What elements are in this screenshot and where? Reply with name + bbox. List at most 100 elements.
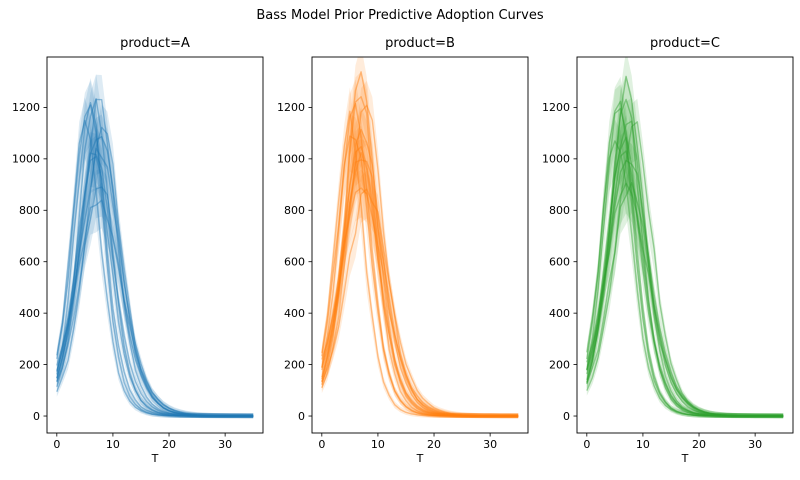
- y-tick-label: 1000: [12, 153, 40, 166]
- y-tick-label: 1200: [12, 101, 40, 114]
- prior-draw-line: [586, 75, 784, 417]
- panel-b-curves: [321, 57, 519, 419]
- y-tick-label: 200: [19, 358, 40, 371]
- axes-frame: [46, 56, 264, 434]
- axes-frame: [311, 56, 529, 434]
- prior-draw-band: [586, 129, 784, 419]
- y-tick-label: 1000: [542, 153, 570, 166]
- prior-draw-line: [321, 96, 519, 417]
- prior-draw-band: [321, 57, 519, 419]
- prior-draw-line: [586, 100, 784, 417]
- prior-draw-band: [586, 115, 784, 419]
- y-tick-label: 600: [19, 256, 40, 269]
- y-tick-label: 800: [549, 204, 570, 217]
- y-tick-label: 200: [549, 358, 570, 371]
- prior-draw-band: [56, 74, 254, 419]
- x-tick-label: 10: [106, 438, 120, 451]
- x-axis-label-c: T: [681, 452, 689, 465]
- prior-draw-line: [321, 135, 519, 417]
- prior-draw-line: [56, 155, 254, 417]
- y-tick-label: 800: [284, 204, 305, 217]
- y-tick-label: 1200: [277, 101, 305, 114]
- prior-draw-band: [56, 132, 254, 419]
- prior-draw-line: [56, 98, 254, 417]
- prior-draw-line: [56, 186, 254, 417]
- x-axis-ticks: 0 10 20 30: [53, 433, 232, 451]
- prior-draw-line: [56, 126, 254, 417]
- prior-draw-line: [321, 151, 519, 417]
- y-axis-ticks: 0 200 400 600 800 1000 1200: [277, 101, 312, 423]
- x-axis-label-a: T: [151, 452, 159, 465]
- prior-draw-band: [586, 97, 784, 419]
- y-tick-label: 600: [549, 256, 570, 269]
- prior-draw-line: [321, 128, 519, 417]
- prior-draw-line: [56, 199, 254, 417]
- prior-draw-line: [56, 98, 254, 417]
- prior-draw-line: [586, 182, 784, 417]
- prior-draw-line: [586, 120, 784, 417]
- prior-draw-band: [56, 182, 254, 419]
- y-axis-ticks: 0 200 400 600 800 1000 1200: [542, 101, 577, 423]
- prior-draw-band: [321, 169, 519, 419]
- subplot-title-product-c: product=C: [650, 36, 720, 51]
- y-tick-label: 400: [284, 307, 305, 320]
- y-tick-label: 400: [549, 307, 570, 320]
- prior-draw-line: [586, 107, 784, 417]
- axes-frame: [576, 56, 794, 434]
- y-tick-label: 0: [33, 410, 40, 423]
- x-tick-label: 0: [53, 438, 60, 451]
- x-tick-label: 10: [371, 438, 385, 451]
- y-axis-ticks: 0 200 400 600 800 1000 1200: [12, 101, 47, 423]
- prior-draw-band: [56, 74, 254, 419]
- y-tick-label: 1000: [277, 153, 305, 166]
- prior-draw-line: [586, 98, 784, 417]
- prior-draw-line: [321, 187, 519, 417]
- prior-draw-line: [56, 135, 254, 417]
- panel-c-curves: [586, 57, 784, 419]
- x-tick-label: 20: [692, 438, 706, 451]
- prior-draw-band: [56, 135, 254, 419]
- y-tick-label: 600: [284, 256, 305, 269]
- prior-draw-line: [586, 150, 784, 417]
- x-tick-label: 20: [427, 438, 441, 451]
- x-tick-label: 0: [318, 438, 325, 451]
- prior-draw-band: [586, 74, 784, 419]
- prior-draw-line: [56, 147, 254, 417]
- y-tick-label: 800: [19, 204, 40, 217]
- prior-draw-band: [321, 131, 519, 419]
- subplot-title-product-b: product=B: [385, 36, 455, 51]
- y-tick-label: 0: [298, 410, 305, 423]
- prior-draw-line: [56, 152, 254, 417]
- y-tick-label: 0: [563, 410, 570, 423]
- prior-draw-line: [321, 71, 519, 417]
- y-tick-label: 400: [19, 307, 40, 320]
- prior-draw-line: [321, 188, 519, 417]
- prior-draw-line: [586, 140, 784, 417]
- figure-title: Bass Model Prior Predictive Adoption Cur…: [256, 8, 544, 23]
- x-tick-label: 0: [583, 438, 590, 451]
- prior-draw-line: [321, 104, 519, 417]
- prior-draw-band: [321, 71, 519, 419]
- prior-draw-line: [56, 101, 254, 417]
- prior-draw-band: [321, 106, 519, 419]
- prior-draw-line: [586, 136, 784, 417]
- x-tick-label: 30: [218, 438, 232, 451]
- prior-draw-line: [321, 159, 519, 417]
- subplot-title-product-a: product=A: [120, 36, 190, 51]
- prior-draw-line: [586, 121, 784, 417]
- x-axis-ticks: 0 10 20 30: [318, 433, 497, 451]
- y-tick-label: 1200: [542, 101, 570, 114]
- prior-draw-band: [586, 57, 784, 419]
- panel-a-curves: [56, 74, 254, 419]
- prior-draw-line: [56, 104, 254, 417]
- prior-draw-line: [586, 182, 784, 417]
- x-axis-ticks: 0 10 20 30: [583, 433, 762, 451]
- prior-draw-line: [321, 103, 519, 417]
- prior-draw-line: [586, 159, 784, 417]
- x-tick-label: 30: [483, 438, 497, 451]
- x-tick-label: 30: [748, 438, 762, 451]
- x-tick-label: 10: [636, 438, 650, 451]
- x-tick-label: 20: [162, 438, 176, 451]
- prior-draw-band: [321, 125, 519, 419]
